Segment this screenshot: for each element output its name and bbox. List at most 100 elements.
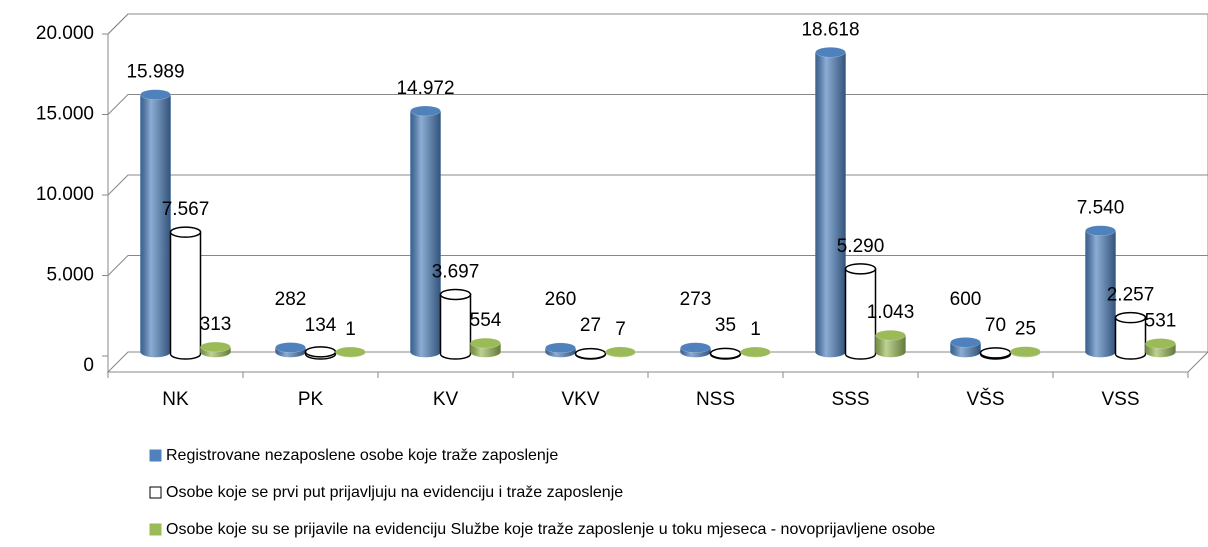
grid-line (107, 174, 1208, 196)
cylinder (815, 47, 846, 358)
cylinder-top (979, 347, 1012, 359)
cylinder-shade (815, 52, 846, 358)
cylinder-top (275, 342, 306, 353)
cylinder (740, 346, 771, 358)
legend-swatch (149, 486, 162, 499)
y-tick-label: 5.000 (46, 265, 94, 286)
cylinder (140, 89, 171, 358)
y-tick-label: 0 (83, 355, 94, 376)
value-label: 3.697 (432, 261, 480, 282)
legend-label: Osobe koje se prvi put prijavljuju na ev… (166, 484, 623, 501)
cylinder-top (574, 347, 607, 360)
cylinder-top (169, 226, 202, 238)
cylinder (979, 347, 1012, 360)
cylinder (574, 347, 607, 360)
grid-line (107, 13, 1208, 35)
value-label: 14.972 (396, 78, 454, 99)
cylinder-shade (140, 94, 171, 358)
cylinder (1114, 311, 1147, 360)
value-label: 25 (1015, 319, 1036, 340)
grid-line (107, 255, 1208, 276)
x-tick-label: VŠS (966, 388, 1004, 410)
cylinder (844, 263, 877, 360)
cylinder-top (1114, 311, 1147, 324)
cylinder (169, 226, 202, 360)
value-label: 1 (345, 319, 356, 340)
cylinder-top (304, 346, 337, 358)
value-label: 35 (715, 315, 736, 336)
left-wall (107, 13, 129, 372)
cylinder-top (1010, 346, 1041, 357)
cylinder-top (410, 105, 441, 117)
cylinder-top (140, 89, 171, 100)
value-label: 1.043 (867, 302, 915, 323)
cylinder (335, 346, 366, 358)
floor (106, 351, 1208, 373)
x-tick-label: NSS (696, 389, 735, 410)
legend-swatch (149, 449, 162, 462)
cylinder-top (470, 337, 501, 349)
cylinder (1010, 346, 1041, 358)
value-label: 7.540 (1077, 198, 1125, 219)
x-tick-label: NK (162, 389, 189, 410)
cylinder-body (169, 231, 202, 360)
cylinder-top (605, 346, 636, 358)
value-label: 313 (200, 314, 232, 335)
cylinder (545, 342, 576, 358)
y-tick-label: 15.000 (36, 104, 94, 125)
cylinder (200, 341, 231, 358)
cylinder (709, 347, 742, 360)
cylinder-shade (410, 110, 441, 357)
cylinder (275, 342, 306, 358)
cylinder (875, 329, 906, 358)
value-label: 15.989 (126, 62, 184, 83)
value-label: 1 (750, 319, 761, 340)
x-tick-label: SSS (831, 389, 869, 410)
value-label: 5.290 (837, 236, 885, 257)
cylinder (950, 337, 981, 358)
cylinder-top (680, 342, 711, 353)
value-label: 18.618 (801, 19, 859, 40)
value-label: 7.567 (162, 199, 210, 220)
cylinder-top (950, 337, 981, 348)
cylinder (304, 346, 337, 360)
value-label: 27 (580, 315, 601, 336)
cylinder (439, 288, 472, 360)
y-tick-label: 20.000 (36, 23, 94, 44)
cylinder-top (1085, 225, 1116, 236)
value-label: 70 (985, 315, 1006, 336)
cylinder-top (1145, 338, 1176, 349)
cylinder-shade (875, 335, 906, 357)
y-tick-label: 10.000 (36, 184, 94, 205)
cylinder-shade (1085, 230, 1116, 357)
legend-label: Registrovane nezaposlene osobe koje traž… (166, 447, 558, 464)
cylinder (605, 346, 636, 358)
cylinder-top (200, 341, 231, 353)
cylinder (470, 337, 501, 358)
cylinder (680, 342, 711, 358)
value-label: 7 (615, 319, 626, 340)
cylinder-top (815, 47, 846, 58)
value-label: 2.257 (1107, 285, 1155, 306)
x-tick-label: KV (433, 389, 459, 410)
cylinder (1085, 225, 1116, 358)
legend-label: Osobe koje su se prijavile na evidenciju… (166, 521, 935, 538)
cylinder-top (844, 263, 877, 275)
legend-swatch (149, 523, 162, 536)
cylinder (410, 105, 441, 358)
cylinder-body (1114, 316, 1147, 360)
cylinder-body (439, 293, 472, 360)
cylinder-top (875, 329, 906, 341)
cylinder-top (545, 342, 576, 354)
cylinder-body (844, 268, 877, 360)
value-label: 282 (275, 289, 307, 310)
cylinder-top (709, 347, 742, 360)
value-label: 260 (545, 289, 577, 310)
value-label: 531 (1145, 310, 1177, 331)
cylinder (1145, 338, 1176, 358)
cylinder-top (439, 288, 472, 301)
x-tick-label: PK (298, 389, 324, 410)
x-tick-label: VKV (561, 389, 599, 410)
value-label: 273 (680, 289, 712, 310)
